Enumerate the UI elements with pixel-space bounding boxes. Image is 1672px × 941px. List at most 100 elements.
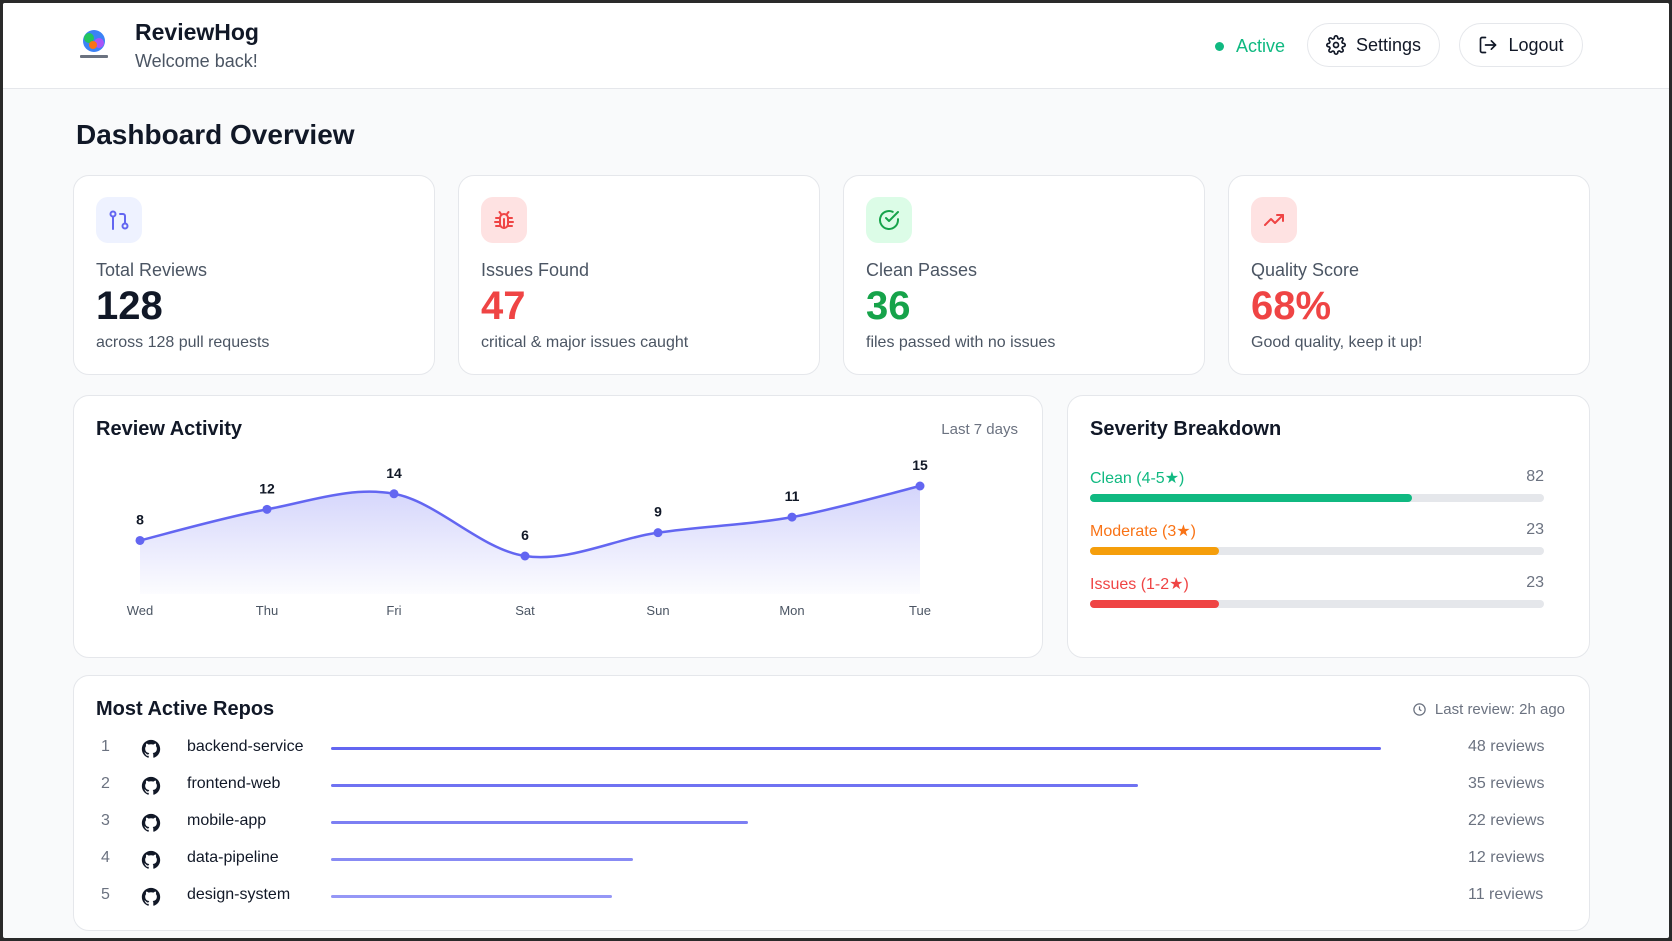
data-label: 11: [785, 488, 800, 504]
repo-name[interactable]: data-pipeline: [187, 849, 279, 866]
repo-rank: 2: [101, 775, 110, 792]
panel-title: Most Active Repos: [96, 698, 275, 720]
check-circle-icon: [866, 197, 912, 243]
page-title: Dashboard Overview: [76, 119, 355, 150]
data-point[interactable]: [262, 504, 272, 514]
stat-description: critical & major issues caught: [481, 334, 689, 351]
repo-activity-bar: [331, 821, 748, 824]
x-tick-label: Wed: [127, 603, 154, 618]
severity-count: 23: [1526, 521, 1544, 538]
x-tick-label: Fri: [386, 603, 401, 618]
stat-value: 36: [866, 284, 911, 328]
data-label: 12: [259, 480, 275, 496]
app-window: ReviewHog Welcome back! Active Settings …: [3, 3, 1669, 938]
stat-value: 47: [481, 284, 526, 328]
panel-title: Severity Breakdown: [1090, 418, 1282, 440]
stat-card-quality-score: Quality Score 68% Good quality, keep it …: [1228, 175, 1590, 375]
severity-fill: [1090, 547, 1220, 555]
repo-name[interactable]: backend-service: [187, 738, 304, 755]
x-tick-label: Sun: [646, 603, 669, 618]
x-tick-label: Tue: [909, 603, 931, 618]
repo-review-count: 11 reviews: [1468, 886, 1544, 903]
repo-review-count: 35 reviews: [1468, 775, 1545, 792]
settings-label: Settings: [1355, 34, 1422, 55]
stat-label: Total Reviews: [96, 260, 208, 280]
repo-row[interactable]: 2 frontend-web 35 reviews: [96, 769, 1656, 805]
reviewhog-logo: [80, 30, 108, 58]
x-tick-label: Thu: [256, 603, 278, 618]
repo-activity-bar: [331, 858, 634, 861]
severity-breakdown-panel: Severity Breakdown Clean (4-5★) 82 Moder…: [1067, 395, 1590, 658]
stat-description: across 128 pull requests: [96, 334, 270, 351]
repo-rank: 5: [101, 886, 110, 903]
status-label: Active: [1236, 35, 1286, 56]
welcome-text: Welcome back!: [135, 51, 258, 71]
repo-rank: 1: [101, 738, 110, 755]
severity-label: Issues (1-2★): [1090, 576, 1189, 593]
repo-activity-bar: [331, 895, 613, 898]
repo-activity-bar: [331, 747, 1381, 750]
app-name: ReviewHog: [135, 19, 259, 45]
settings-button[interactable]: Settings: [1307, 23, 1440, 67]
stat-card-total-reviews: Total Reviews 128 across 128 pull reques…: [73, 175, 435, 375]
severity-track: [1090, 547, 1544, 555]
data-point[interactable]: [135, 535, 145, 545]
data-point[interactable]: [520, 551, 530, 561]
severity-count: 82: [1526, 468, 1544, 485]
repo-review-count: 22 reviews: [1468, 812, 1545, 829]
most-active-repos-panel: Most Active Repos Last review: 2h ago 1 b…: [73, 675, 1590, 931]
repo-row[interactable]: 1 backend-service 48 reviews: [96, 732, 1656, 768]
panel-title: Review Activity: [96, 418, 242, 440]
review-activity-chart: 8 Wed 12 Thu 14 Fri 6 Sat 9 Sun 11 Mon 15 Tue: [127, 457, 931, 618]
gear-icon: [1326, 35, 1346, 55]
status-indicator: Active: [1215, 34, 1285, 58]
review-activity-panel: Review Activity Last 7 days 8 Wed 12 Thu 14 F…: [73, 395, 1043, 658]
github-icon: [141, 850, 161, 869]
stat-description: files passed with no issues: [866, 334, 1056, 351]
data-point[interactable]: [389, 489, 399, 499]
stat-value: 68%: [1251, 284, 1332, 328]
x-tick-label: Sat: [515, 603, 535, 618]
severity-label: Clean (4-5★): [1090, 470, 1185, 487]
stat-label: Issues Found: [481, 260, 590, 280]
repo-name[interactable]: frontend-web: [187, 775, 281, 792]
clock-icon: [1413, 703, 1426, 716]
repo-review-count: 48 reviews: [1468, 738, 1545, 755]
date-range-label: Last 7 days: [941, 421, 1018, 438]
severity-label: Moderate (3★): [1090, 523, 1196, 540]
github-icon: [141, 776, 161, 795]
data-point[interactable]: [653, 528, 663, 538]
severity-track: [1090, 494, 1544, 502]
logout-button[interactable]: Logout: [1459, 23, 1583, 67]
top-header: ReviewHog Welcome back! Active Settings …: [3, 3, 1669, 89]
stat-card-clean-passes: Clean Passes 36 files passed with no iss…: [843, 175, 1205, 375]
stat-label: Clean Passes: [866, 260, 978, 280]
github-icon: [141, 887, 161, 906]
stat-label: Quality Score: [1251, 260, 1360, 280]
bug-icon: [481, 197, 527, 243]
data-label: 15: [912, 457, 928, 473]
severity-fill: [1090, 494, 1413, 502]
repo-name[interactable]: mobile-app: [187, 812, 267, 829]
data-point[interactable]: [787, 512, 797, 522]
repo-rank: 4: [101, 849, 110, 866]
last-review-label: Last review: 2h ago: [1434, 701, 1565, 718]
stat-description: Good quality, keep it up!: [1251, 334, 1423, 351]
repo-row[interactable]: 5 design-system 11 reviews: [96, 880, 1656, 916]
activity-area: [140, 486, 920, 594]
repo-row[interactable]: 3 mobile-app 22 reviews: [96, 806, 1656, 842]
repo-rank: 3: [101, 812, 110, 829]
severity-fill: [1090, 600, 1220, 608]
status-dot-icon: [1215, 41, 1224, 51]
repo-name[interactable]: design-system: [187, 886, 291, 903]
last-review-meta: Last review: 2h ago: [1412, 701, 1565, 718]
data-label: 8: [136, 511, 144, 527]
x-tick-label: Mon: [779, 603, 804, 618]
data-label: 6: [521, 527, 529, 543]
data-label: 9: [654, 504, 662, 520]
repo-review-count: 12 reviews: [1468, 849, 1545, 866]
data-point[interactable]: [915, 481, 925, 491]
repo-row[interactable]: 4 data-pipeline 12 reviews: [96, 843, 1656, 879]
severity-count: 23: [1526, 574, 1544, 591]
trending-up-icon: [1251, 197, 1297, 243]
